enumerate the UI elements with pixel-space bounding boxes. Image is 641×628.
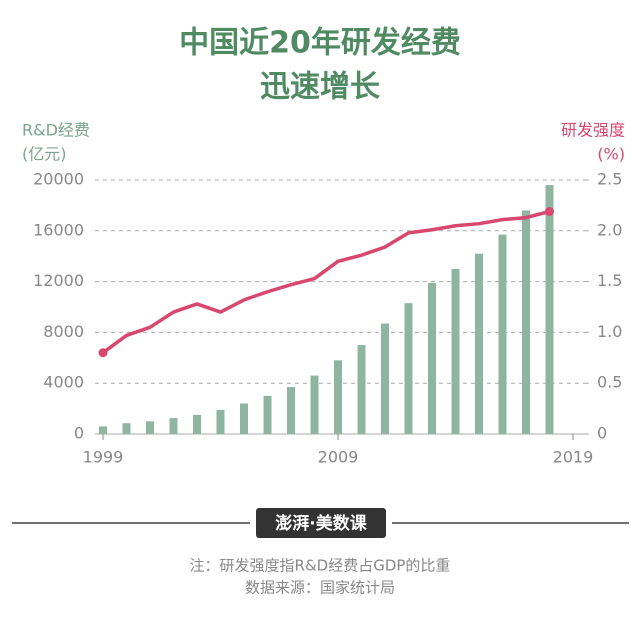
bar xyxy=(357,345,366,434)
line-end-dot xyxy=(98,348,108,358)
bar xyxy=(122,423,131,434)
y2-tick-label: 2.0 xyxy=(597,220,622,239)
y-tick-label: 12000 xyxy=(33,271,84,290)
chart-subtitle: 迅速增长 xyxy=(260,70,380,105)
bar xyxy=(99,426,107,434)
y-axis-unit: (亿元) xyxy=(22,145,67,164)
source: 数据来源：国家统计局 xyxy=(245,579,395,597)
y2-tick-label: 0 xyxy=(597,424,607,443)
y-tick-label: 4000 xyxy=(43,373,84,392)
bar xyxy=(381,323,389,434)
bar xyxy=(498,234,507,434)
bar xyxy=(404,303,413,434)
y-axis-label: R&D经费 xyxy=(22,121,90,140)
bar xyxy=(522,210,530,434)
x-tick-label: 2019 xyxy=(553,448,594,467)
note: 注：研发强度指R&D经费占GDP的比重 xyxy=(190,557,451,575)
y2-tick-label: 0.5 xyxy=(597,373,622,392)
line-end-dot xyxy=(545,206,554,216)
bar xyxy=(428,282,436,434)
y-tick-label: 8000 xyxy=(43,322,84,341)
logo-box xyxy=(256,508,386,538)
bar xyxy=(240,403,248,434)
bar xyxy=(545,185,554,434)
y2-axis-label: 研发强度 xyxy=(561,121,625,140)
y-tick-label: 16000 xyxy=(33,220,84,239)
bar xyxy=(216,409,225,434)
y2-axis-unit: (%) xyxy=(597,145,625,164)
bar xyxy=(334,360,342,434)
y2-tick-label: 2.5 xyxy=(597,170,622,189)
bar xyxy=(146,421,154,434)
y2-tick-label: 1.0 xyxy=(597,322,622,341)
bar xyxy=(310,375,319,434)
bar xyxy=(263,395,272,434)
y2-tick-label: 1.5 xyxy=(597,271,622,290)
y-tick-label: 20000 xyxy=(33,170,84,189)
logo: 澎湃·美数课 xyxy=(275,513,367,534)
line xyxy=(101,209,550,355)
bar xyxy=(475,253,483,434)
bar xyxy=(451,268,460,434)
bar xyxy=(193,414,201,434)
bar xyxy=(169,418,178,434)
bar xyxy=(287,387,295,434)
x-tick-label: 2009 xyxy=(318,448,359,467)
x-tick-label: 1999 xyxy=(83,448,124,467)
y-tick-label: 0 xyxy=(74,424,84,443)
chart-title: 中国近20年研发经费 xyxy=(179,26,461,61)
